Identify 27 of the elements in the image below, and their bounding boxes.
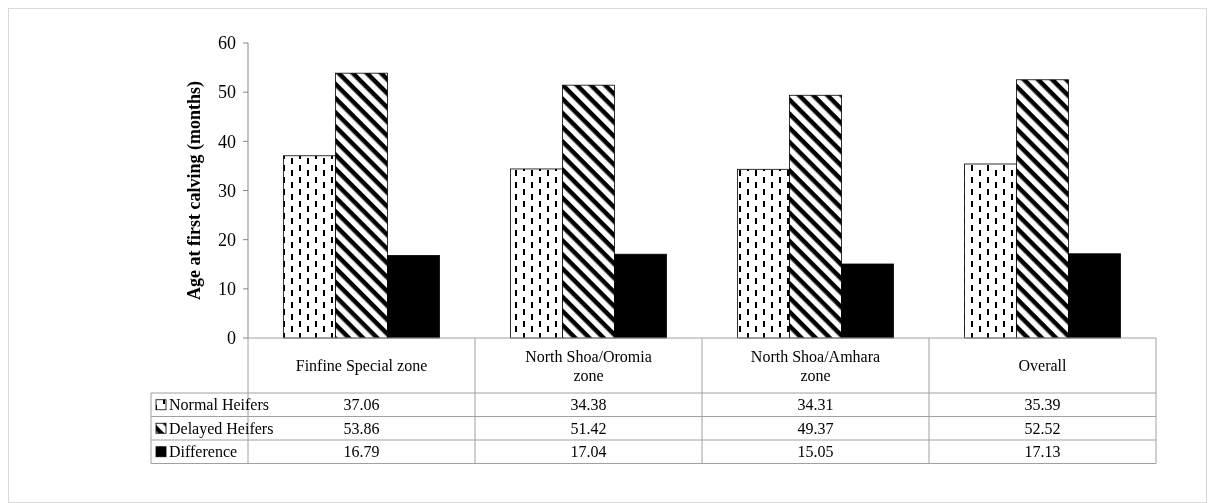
x-tick-label: Finfine Special zone (295, 357, 428, 376)
data-label: 49.37 (797, 419, 834, 437)
data-label: 34.31 (797, 396, 834, 414)
y-tick-label: 10 (218, 279, 236, 300)
y-tick-label: 20 (218, 229, 236, 250)
y-tick-label: 60 (218, 33, 236, 54)
legend-label: Normal Heifers (169, 396, 269, 414)
data-label: 35.39 (1024, 396, 1061, 414)
data-label: 15.05 (797, 443, 834, 461)
y-tick-label: 50 (218, 82, 236, 103)
data-label: 53.86 (343, 419, 380, 437)
y-tick-label: 0 (227, 328, 236, 349)
data-label: 17.13 (1024, 443, 1061, 461)
x-tick-label: Overall (1018, 357, 1068, 375)
data-label: 51.42 (570, 419, 607, 437)
data-label: 16.79 (343, 443, 380, 461)
y-tick-label: 40 (218, 131, 236, 152)
legend-label: Difference (169, 443, 238, 461)
data-label: 34.38 (570, 396, 607, 414)
y-tick-label: 30 (218, 180, 236, 201)
legend-label: Delayed Heifers (169, 419, 274, 438)
x-tick-label: North Shoa/Oromia zone (525, 348, 652, 384)
data-label: 37.06 (343, 396, 380, 414)
y-axis-title: Age at first calving (months) (184, 81, 205, 300)
data-label: 17.04 (570, 443, 607, 461)
data-label: 52.52 (1024, 419, 1061, 437)
x-tick-label: North Shoa/Amhara zone (750, 348, 881, 384)
